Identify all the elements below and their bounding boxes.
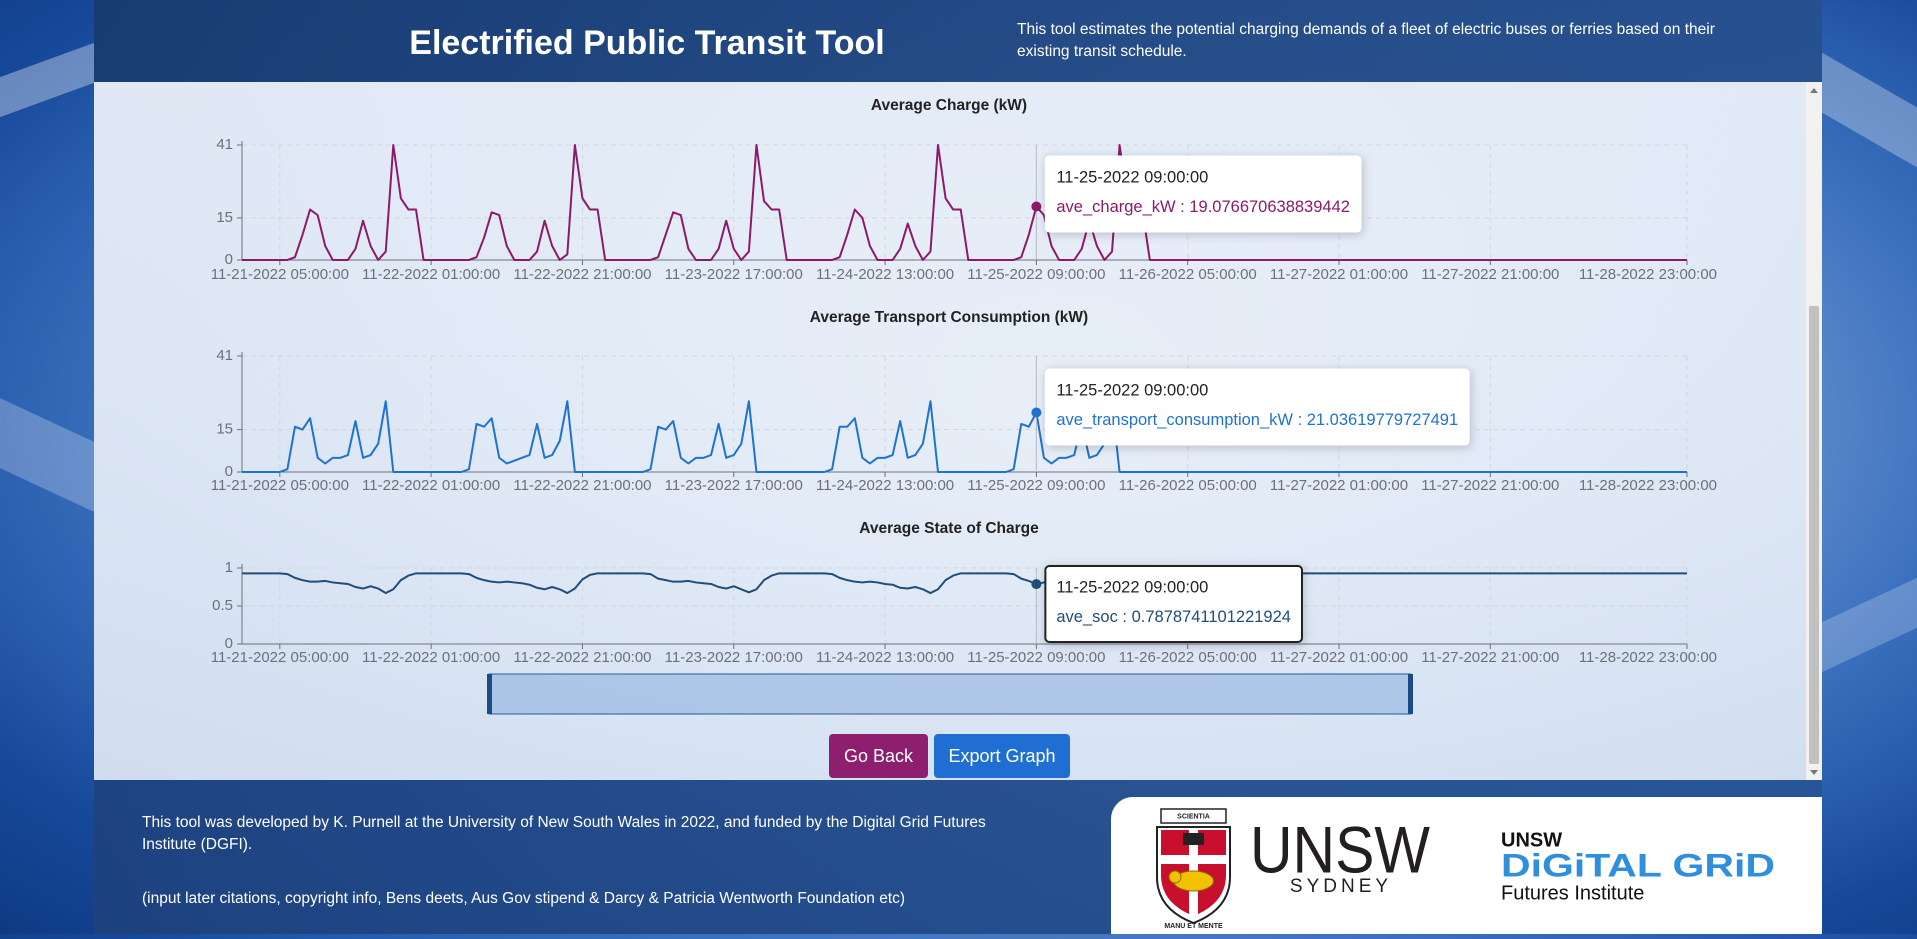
- y-tick-label: 15: [216, 209, 233, 226]
- tooltip: 11-25-2022 09:00:00 ave_transport_consump…: [1044, 368, 1470, 446]
- footer-note: (input later citations, copyright info, …: [142, 890, 906, 907]
- unsw-crest: SCIENTIA MANU ET MENTE: [1156, 808, 1231, 930]
- crest-motto-top: SCIENTIA: [1177, 813, 1210, 820]
- hover-point: [1031, 407, 1042, 418]
- tooltip-box: [1044, 368, 1470, 446]
- tooltip-date: 11-25-2022 09:00:00: [1056, 381, 1208, 399]
- x-tick-label: 11-28-2022 23:00:00: [1579, 266, 1717, 283]
- dgfi-sub: Futures Institute: [1501, 882, 1644, 904]
- chart-title: Average State of Charge: [859, 520, 1039, 537]
- tooltip-box: [1044, 155, 1362, 233]
- x-tick-label: 11-27-2022 01:00:00: [1270, 266, 1408, 283]
- x-tick-label: 11-28-2022 23:00:00: [1579, 477, 1717, 494]
- x-tick-label: 11-24-2022 13:00:00: [816, 266, 954, 283]
- tooltip-separator: :: [1176, 198, 1190, 216]
- x-tick-label: 11-24-2022 13:00:00: [816, 649, 954, 666]
- zoom-slider[interactable]: [488, 673, 1412, 715]
- dgfi-org: UNSW: [1501, 829, 1562, 851]
- x-tick-label: 11-22-2022 01:00:00: [362, 266, 500, 283]
- x-tick-label: 11-22-2022 21:00:00: [513, 477, 651, 494]
- tooltip-series-name: ave_charge_kW: [1056, 198, 1176, 216]
- zoom-handle-right[interactable]: [1408, 674, 1413, 714]
- x-tick-label: 11-27-2022 21:00:00: [1421, 266, 1559, 283]
- x-tick-label: 11-21-2022 05:00:00: [211, 266, 349, 283]
- tooltip-value-line: ave_soc : 0.7878741101221924: [1056, 608, 1291, 626]
- dgfi-name: DiGiTAL GRiD: [1501, 847, 1775, 883]
- export-graph-button[interactable]: Export Graph: [934, 734, 1070, 778]
- background-streak: [1822, 577, 1917, 673]
- scroll-down-arrow[interactable]: [1810, 770, 1818, 775]
- x-tick-label: 11-26-2022 05:00:00: [1119, 477, 1257, 494]
- x-tick-label: 11-26-2022 05:00:00: [1119, 266, 1257, 283]
- series-line: [242, 572, 1687, 595]
- x-tick-label: 11-25-2022 09:00:00: [967, 477, 1105, 494]
- hover-point: [1031, 579, 1042, 590]
- zoom-handle-left[interactable]: [487, 674, 492, 714]
- x-tick-label: 11-21-2022 05:00:00: [211, 477, 349, 494]
- x-tick-label: 11-23-2022 17:00:00: [665, 477, 803, 494]
- y-tick-label: 41: [216, 136, 233, 153]
- x-tick-label: 11-23-2022 17:00:00: [665, 649, 803, 666]
- tooltip-box: [1044, 565, 1303, 643]
- tooltip-value: 21.03619779727491: [1307, 411, 1458, 429]
- tooltip-date: 11-25-2022 09:00:00: [1056, 168, 1208, 186]
- y-tick-label: 0: [225, 251, 233, 268]
- tooltip-separator: :: [1118, 608, 1132, 626]
- hover-point: [1031, 201, 1042, 212]
- crest-motto-bottom: MANU ET MENTE: [1164, 923, 1223, 930]
- chart-title: Average Charge (kW): [871, 97, 1027, 114]
- tooltip-value: 19.076670638839442: [1189, 198, 1350, 216]
- scroll-up-arrow[interactable]: [1810, 88, 1818, 93]
- logos: SCIENTIA MANU ET MENTE UNSW SYDNEY UNSW …: [1156, 808, 1775, 930]
- header: Electrified Public Transit Tool This too…: [94, 0, 1822, 82]
- y-tick-label: 0: [225, 635, 233, 652]
- x-tick-label: 11-28-2022 23:00:00: [1579, 649, 1717, 666]
- tooltip: 11-25-2022 09:00:00 ave_charge_kW : 19.07…: [1044, 155, 1362, 233]
- tooltip-series-name: ave_transport_consumption_kW: [1056, 411, 1293, 429]
- x-tick-label: 11-27-2022 01:00:00: [1270, 477, 1408, 494]
- y-tick-label: 41: [216, 347, 233, 364]
- tooltip: 11-25-2022 09:00:00 ave_soc : 0.787874110…: [1044, 565, 1303, 643]
- tooltip-value-line: ave_charge_kW : 19.076670638839442: [1056, 198, 1350, 216]
- app-description: This tool estimates the potential chargi…: [1017, 21, 1715, 60]
- unsw-sydney: SYDNEY: [1290, 876, 1392, 897]
- x-tick-label: 11-22-2022 21:00:00: [513, 649, 651, 666]
- tooltip-value-line: ave_transport_consumption_kW : 21.036197…: [1056, 411, 1458, 429]
- charts: Average Charge (kW) 0 15 41 11-21-2022 05:00…: [211, 97, 1717, 715]
- series-line: [242, 400, 1687, 473]
- tooltip-separator: :: [1293, 411, 1307, 429]
- y-tick-label: 1: [225, 559, 233, 576]
- x-tick-label: 11-27-2022 21:00:00: [1421, 649, 1559, 666]
- tooltip-value: 0.7878741101221924: [1132, 608, 1291, 626]
- tooltip-series-name: ave_soc: [1056, 608, 1117, 626]
- x-tick-label: 11-27-2022 01:00:00: [1270, 649, 1408, 666]
- footer-credit: This tool was developed by K. Purnell at…: [142, 814, 986, 853]
- x-tick-label: 11-24-2022 13:00:00: [816, 477, 954, 494]
- background-streak: [1822, 52, 1917, 168]
- y-tick-label: 0.5: [212, 597, 233, 614]
- scrollbar-thumb[interactable]: [1809, 306, 1819, 764]
- x-tick-label: 11-25-2022 09:00:00: [967, 649, 1105, 666]
- x-tick-label: 11-25-2022 09:00:00: [967, 266, 1105, 283]
- x-tick-label: 11-26-2022 05:00:00: [1119, 649, 1257, 666]
- tooltip-date: 11-25-2022 09:00:00: [1056, 578, 1208, 596]
- y-tick-label: 0: [225, 463, 233, 480]
- x-tick-label: 11-22-2022 21:00:00: [513, 266, 651, 283]
- go-back-button[interactable]: Go Back: [829, 734, 928, 778]
- x-tick-label: 11-27-2022 21:00:00: [1421, 477, 1559, 494]
- unsw-wordmark: UNSW: [1250, 812, 1431, 886]
- series-line: [242, 144, 1687, 261]
- x-tick-label: 11-21-2022 05:00:00: [211, 649, 349, 666]
- chart-title: Average Transport Consumption (kW): [810, 309, 1088, 326]
- x-tick-label: 11-23-2022 17:00:00: [665, 266, 803, 283]
- logo-box: SCIENTIA MANU ET MENTE UNSW SYDNEY UNSW …: [1111, 797, 1822, 934]
- y-tick-label: 15: [216, 421, 233, 438]
- content-panel: [94, 82, 1806, 780]
- x-tick-label: 11-22-2022 01:00:00: [362, 649, 500, 666]
- x-tick-label: 11-22-2022 01:00:00: [362, 477, 500, 494]
- app-title: Electrified Public Transit Tool: [409, 24, 885, 62]
